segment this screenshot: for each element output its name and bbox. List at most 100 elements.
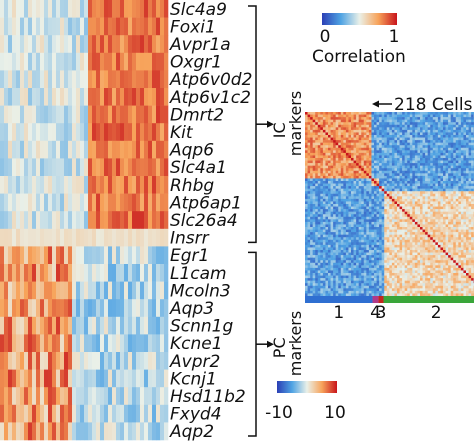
correlation-cell — [310, 112, 313, 115]
correlation-cell — [340, 229, 344, 233]
correlation-cell — [420, 152, 423, 156]
correlation-cell — [404, 183, 408, 187]
expression-cell — [164, 193, 169, 212]
correlation-cell — [371, 135, 375, 138]
correlation-cell — [368, 219, 372, 223]
correlation-cell — [310, 122, 313, 126]
correlation-cell — [363, 152, 367, 156]
correlation-cell — [440, 165, 444, 169]
correlation-cell — [361, 170, 365, 174]
correlation-cell — [417, 127, 421, 131]
correlation-cell — [328, 232, 331, 235]
correlation-cell — [437, 175, 441, 179]
correlation-cell — [458, 112, 462, 115]
correlation-cell — [425, 198, 428, 202]
correlation-cell — [368, 145, 372, 149]
correlation-cell — [455, 114, 459, 118]
correlation-cell — [450, 214, 454, 218]
correlation-cell — [407, 232, 411, 235]
correlation-cell — [435, 216, 439, 220]
correlation-cell — [435, 188, 439, 192]
correlation-cell — [425, 142, 428, 146]
correlation-cell — [471, 145, 474, 149]
correlation-cell — [397, 142, 400, 146]
correlation-cell — [417, 142, 421, 146]
correlation-cell — [330, 178, 334, 182]
correlation-cell — [312, 124, 316, 128]
correlation-cell — [437, 224, 441, 228]
correlation-cell — [389, 244, 393, 248]
correlation-cell — [394, 114, 398, 118]
expression-cell — [8, 404, 13, 423]
correlation-cell — [435, 191, 439, 195]
expression-cell — [96, 387, 101, 406]
expression-cell — [128, 281, 133, 300]
correlation-cell — [394, 232, 398, 235]
correlation-cell — [345, 214, 349, 218]
correlation-cell — [466, 129, 469, 133]
correlation-cell — [384, 168, 388, 172]
correlation-cell — [440, 142, 444, 146]
expression-cell — [132, 228, 137, 247]
correlation-cell — [414, 168, 418, 172]
correlation-cell — [307, 196, 311, 200]
correlation-cell — [440, 219, 444, 223]
correlation-cell — [379, 150, 382, 154]
expression-cell — [32, 211, 37, 230]
correlation-cell — [435, 227, 439, 230]
correlation-cell — [366, 170, 370, 174]
correlation-cell — [312, 216, 316, 220]
expression-cell — [76, 52, 81, 71]
correlation-cell — [417, 193, 421, 197]
correlation-cell — [343, 147, 347, 151]
correlation-cell — [407, 247, 411, 251]
correlation-cell — [450, 198, 454, 202]
correlation-cell — [468, 186, 472, 189]
correlation-cell — [307, 117, 311, 120]
correlation-cell — [427, 175, 431, 179]
expression-cell — [64, 105, 69, 124]
correlation-cell — [397, 227, 400, 230]
correlation-cell — [458, 175, 462, 179]
correlation-cell — [409, 181, 413, 184]
correlation-cell — [432, 239, 436, 243]
correlation-cell — [384, 127, 388, 131]
correlation-cell — [315, 229, 319, 233]
correlation-cell — [353, 117, 357, 120]
expression-cell — [12, 281, 17, 300]
expression-cell — [160, 387, 165, 406]
expression-cell — [160, 246, 165, 265]
correlation-cell — [381, 186, 385, 189]
expression-cell — [156, 123, 161, 142]
correlation-cell — [471, 239, 474, 243]
expression-cell — [156, 193, 161, 212]
correlation-cell — [407, 122, 411, 126]
correlation-cell — [391, 140, 395, 143]
expression-cell — [60, 70, 65, 89]
correlation-cell — [328, 124, 331, 128]
correlation-cell — [322, 163, 326, 166]
expression-cell — [16, 17, 21, 36]
correlation-cell — [460, 114, 464, 118]
correlation-cell — [455, 204, 459, 207]
expression-cell — [40, 17, 45, 36]
expression-cell — [0, 211, 5, 230]
correlation-cell — [435, 124, 439, 128]
correlation-cell — [391, 152, 395, 156]
correlation-cell — [348, 155, 352, 159]
correlation-cell — [330, 227, 334, 230]
correlation-cell — [307, 165, 311, 169]
correlation-cell — [394, 224, 398, 228]
correlation-cell — [335, 201, 339, 205]
expression-cell — [48, 88, 53, 106]
correlation-cell — [468, 221, 472, 225]
correlation-cell — [379, 114, 382, 118]
correlation-cell — [358, 165, 362, 169]
correlation-cell — [351, 219, 354, 223]
gene-label: Slc26a4 — [170, 211, 238, 231]
correlation-cell — [322, 196, 326, 200]
correlation-cell — [471, 224, 474, 228]
correlation-cell — [330, 137, 334, 141]
correlation-cell — [363, 124, 367, 128]
correlation-cell — [417, 150, 421, 154]
